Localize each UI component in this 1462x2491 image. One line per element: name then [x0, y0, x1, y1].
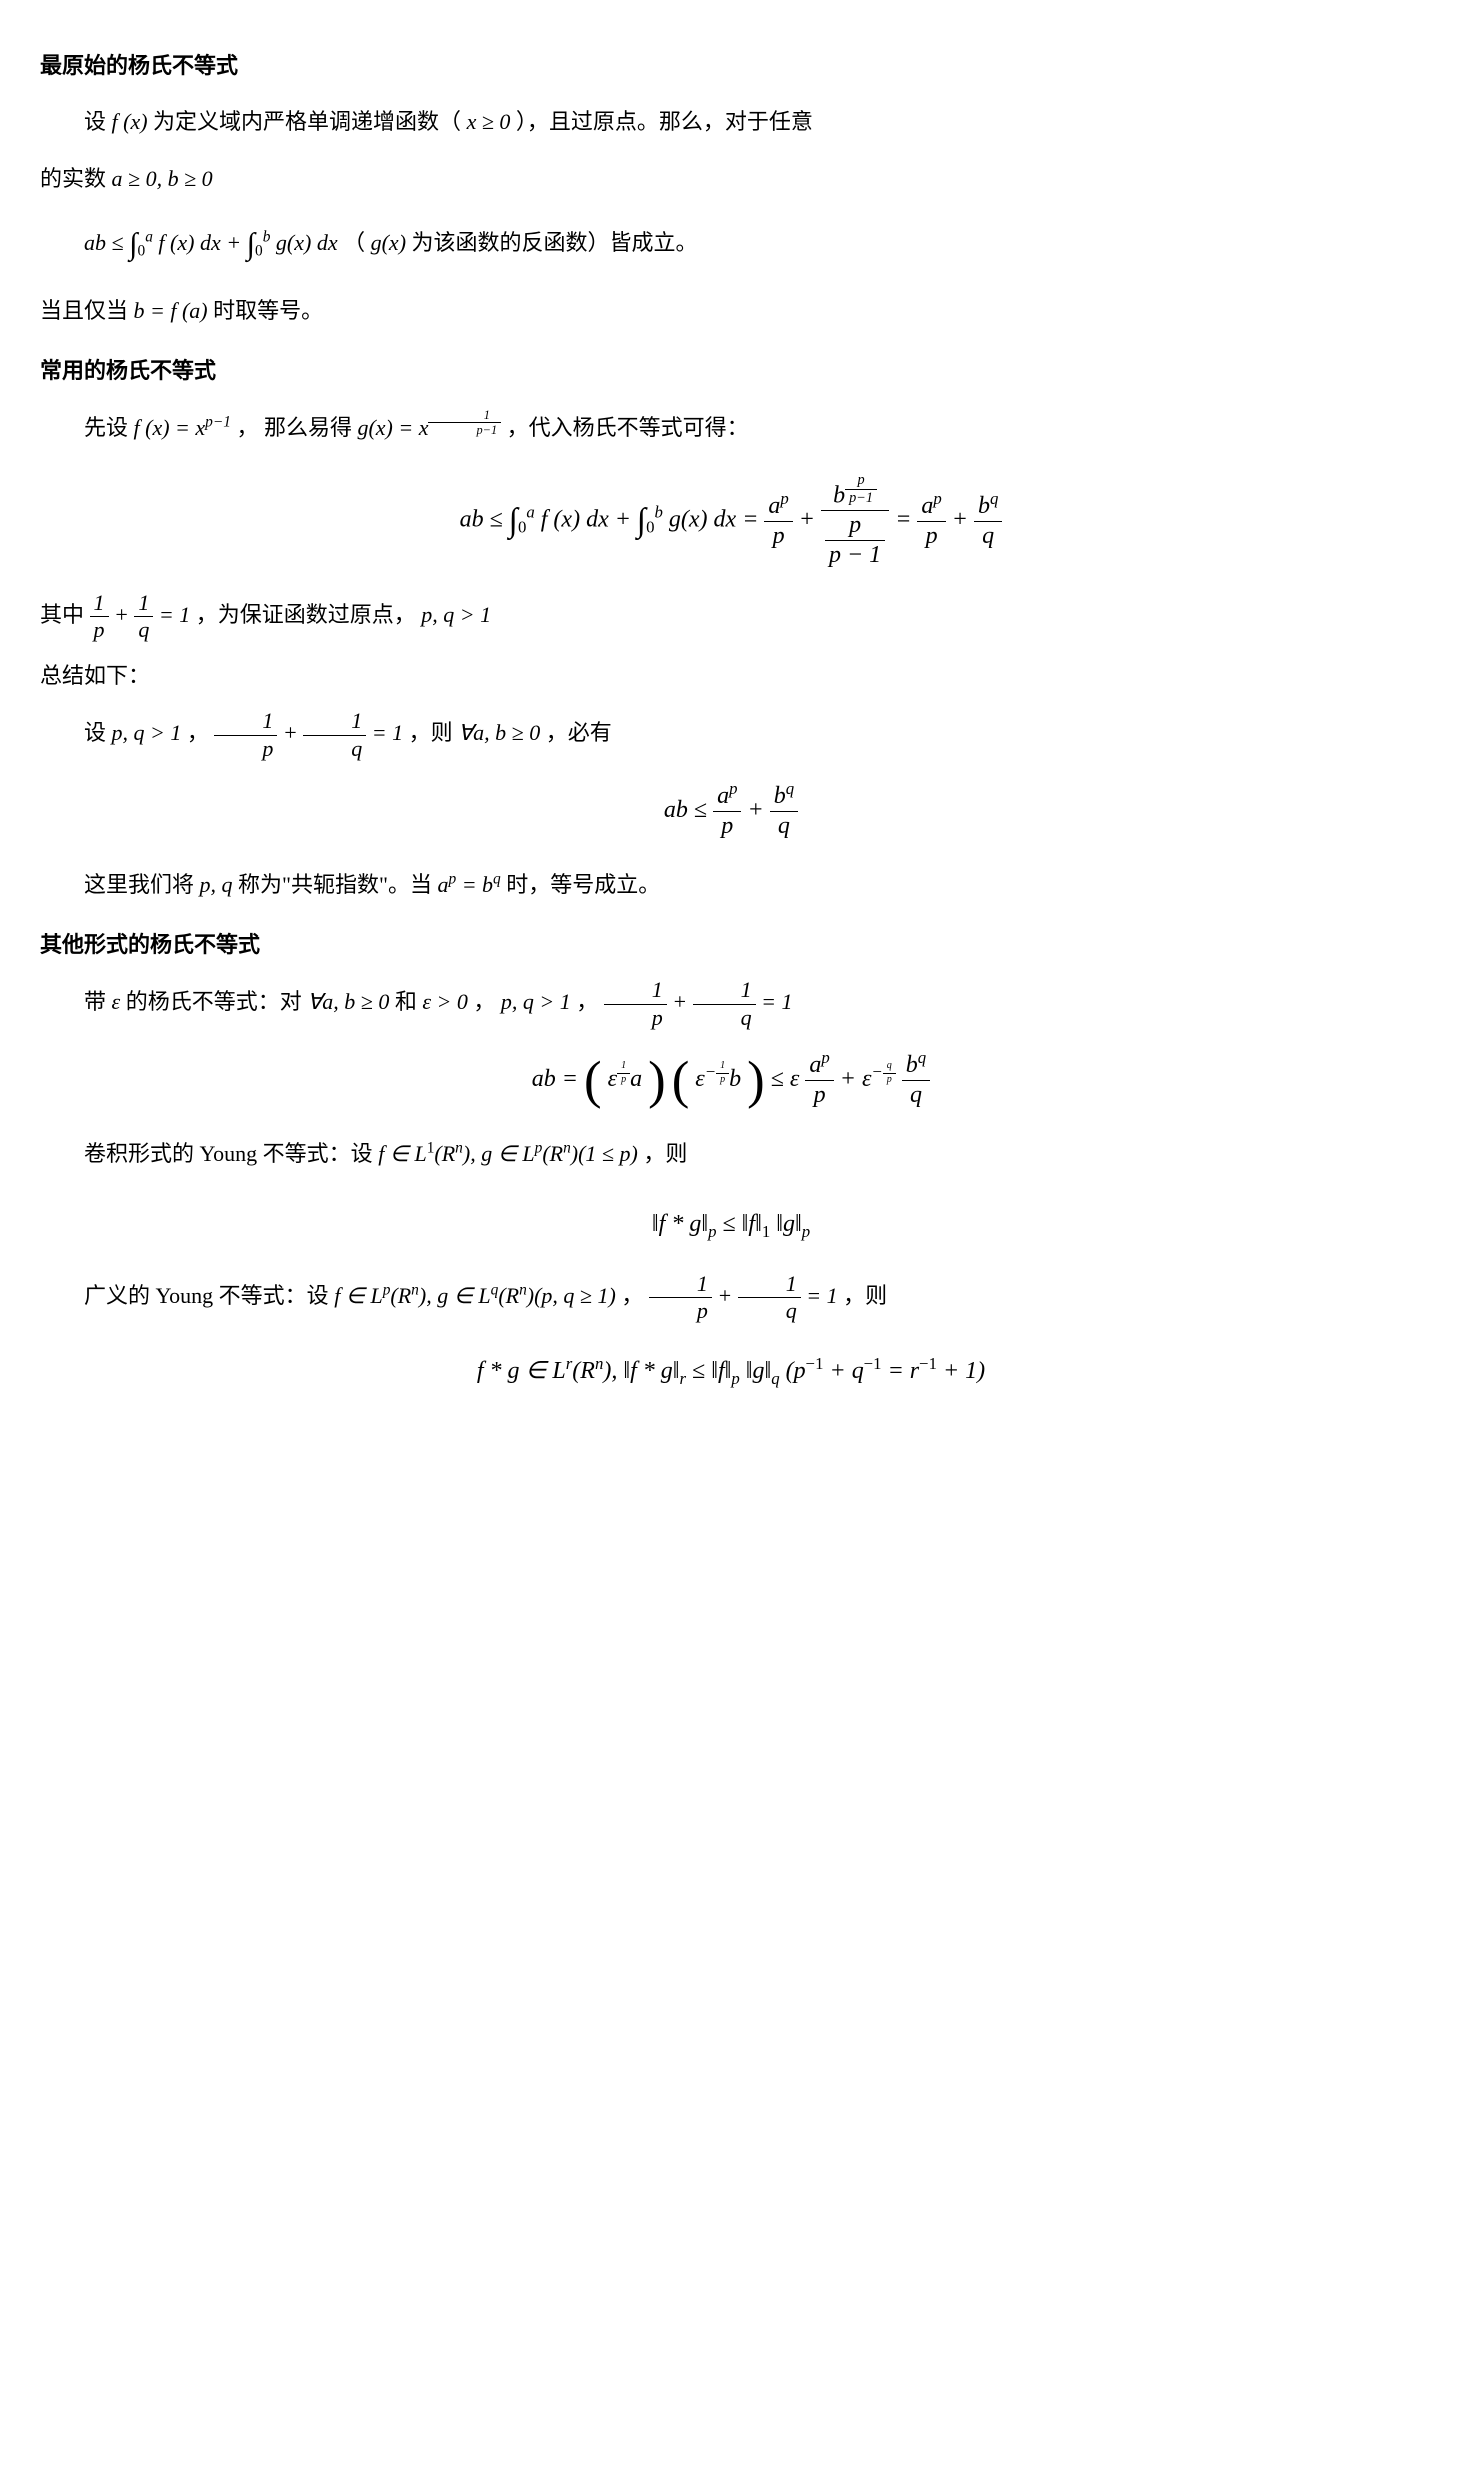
math-gxp: g(x) = x1p−1	[357, 415, 501, 440]
text: ，则	[409, 720, 459, 745]
sec2-eq2: ab ≤ app + bqq	[40, 782, 1422, 841]
math-abge0: a ≥ 0, b ≥ 0	[112, 166, 213, 191]
sec3-eq3: f * g ∈ Lr(Rn), f * gr ≤ fp gq (p−1 + q−…	[40, 1345, 1422, 1398]
sec2-para4: 设 p, q > 1 ， 1p + 1q = 1 ，则 ∀a, b ≥ 0 ，必…	[40, 708, 1422, 762]
math-pqgt1: p, q > 1	[421, 602, 491, 627]
sec2-para3: 总结如下：	[40, 652, 1422, 700]
sec2-para2: 其中 1p + 1q = 1 ，为保证函数过原点， p, q > 1	[40, 590, 1422, 644]
math-pqsum: 1p + 1q = 1	[214, 720, 408, 745]
text: 这里我们将	[84, 872, 200, 897]
math-gen-cond: f ∈ Lp(Rn), g ∈ Lq(Rn)(p, q ≥ 1)	[334, 1283, 616, 1308]
text: ，代入杨氏不等式可得：	[507, 415, 749, 440]
sec3-para2: 卷积形式的 Young 不等式：设 f ∈ L1(Rn), g ∈ Lp(Rn)…	[40, 1130, 1422, 1178]
section1-title: 最原始的杨氏不等式	[40, 42, 1422, 90]
math-abge0b: ∀a, b ≥ 0	[458, 720, 540, 745]
math-gx: g(x)	[371, 230, 406, 255]
math-conv-cond: f ∈ L1(Rn), g ∈ Lp(Rn)(1 ≤ p)	[378, 1141, 638, 1166]
text: ，	[473, 989, 501, 1014]
text: 卷积形式的 Young 不等式：设	[84, 1141, 378, 1166]
math-pqgt1c: p, q > 1	[501, 989, 571, 1014]
text: 带	[84, 989, 112, 1014]
sec2-para1: 先设 f (x) = xp−1 ， 那么易得 g(x) = x1p−1 ，代入杨…	[40, 404, 1422, 452]
text: 设	[84, 109, 112, 134]
sec1-para3: 当且仅当 b = f (a) 时取等号。	[40, 287, 1422, 335]
text: 的实数	[40, 166, 112, 191]
sec3-eq1: ab = ( ε1pa ) ( ε−1pb ) ≤ ε app + ε−qp b…	[40, 1051, 1422, 1110]
text: ，	[187, 720, 215, 745]
text: 为定义域内严格单调递增函数（	[153, 109, 461, 134]
sec3-para3: 广义的 Young 不等式：设 f ∈ Lp(Rn), g ∈ Lq(Rn)(p…	[40, 1271, 1422, 1325]
math-pqcond: 1p + 1q = 1	[90, 602, 196, 627]
sec3-para1: 带 ε 的杨氏不等式：对 ∀a, b ≥ 0 和 ε > 0 ， p, q > …	[40, 977, 1422, 1031]
text: 为该函数的反函数）皆成立。	[412, 230, 698, 255]
math-pqsumd: 1p + 1q = 1	[649, 1283, 843, 1308]
text: ，必有	[546, 720, 612, 745]
text: ，则	[643, 1141, 687, 1166]
text: 设	[84, 720, 112, 745]
math-fx: f (x)	[112, 109, 148, 134]
text: 其中	[40, 602, 90, 627]
text: ， 那么易得	[236, 415, 357, 440]
text: 时，等号成立。	[506, 872, 660, 897]
math-apbq: ap = bq	[437, 872, 500, 897]
sec3-eq2: f * gp ≤ f1 gp	[40, 1198, 1422, 1251]
text: ，	[576, 989, 604, 1014]
math-xge0: x ≥ 0	[467, 109, 511, 134]
math-fxp: f (x) = xp−1	[134, 415, 231, 440]
text: 广义的 Young 不等式：设	[84, 1283, 334, 1308]
text: 的杨氏不等式：对	[126, 989, 308, 1014]
section3-title: 其他形式的杨氏不等式	[40, 921, 1422, 969]
math-eps: ε	[112, 989, 121, 1014]
math-pq: p, q	[200, 872, 233, 897]
math-epsgt0: ε > 0	[422, 989, 468, 1014]
text: ），且过原点。那么，对于任意	[516, 109, 813, 134]
text: 当且仅当	[40, 298, 134, 323]
math-pqgt1b: p, q > 1	[112, 720, 182, 745]
math-abge0c: ∀a, b ≥ 0	[307, 989, 389, 1014]
sec1-eq1: ab ≤ ∫0a f (x) dx + ∫0b g(x) dx （ g(x) 为…	[40, 211, 1422, 279]
math-bfa: b = f (a)	[134, 298, 208, 323]
eq-ineq1: ab ≤ ∫0a f (x) dx + ∫0b g(x) dx	[84, 230, 338, 255]
text: ，为保证函数过原点，	[196, 602, 422, 627]
text: ，则	[843, 1283, 887, 1308]
sec1-para2: 的实数 a ≥ 0, b ≥ 0	[40, 155, 1422, 203]
text: ，	[621, 1283, 649, 1308]
sec2-para5: 这里我们将 p, q 称为"共轭指数"。当 ap = bq 时，等号成立。	[40, 861, 1422, 909]
text: 和	[395, 989, 423, 1014]
sec2-eq1: ab ≤ ∫0a f (x) dx + ∫0b g(x) dx = app + …	[40, 472, 1422, 570]
section2-title: 常用的杨氏不等式	[40, 347, 1422, 395]
text: （	[343, 230, 365, 255]
sec1-para1: 设 f (x) 为定义域内严格单调递增函数（ x ≥ 0 ），且过原点。那么，对…	[40, 98, 1422, 146]
text: 先设	[84, 415, 134, 440]
text: 时取等号。	[213, 298, 323, 323]
math-pqsumc: 1p + 1q = 1	[604, 989, 793, 1014]
text: 称为"共轭指数"。当	[238, 872, 437, 897]
